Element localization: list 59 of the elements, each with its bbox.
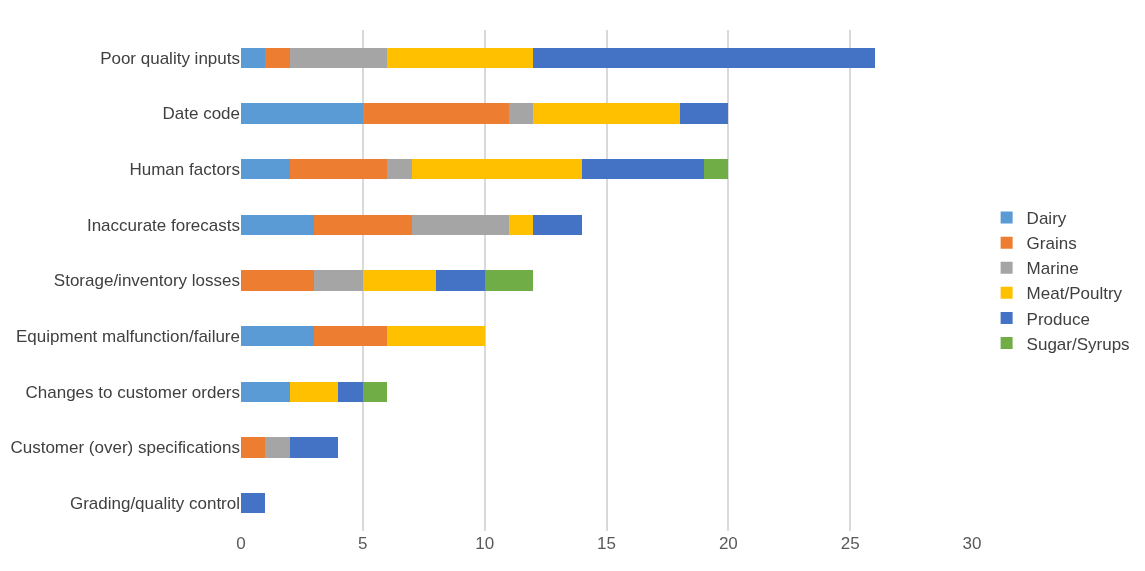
- bar: [533, 47, 875, 68]
- bar: [411, 159, 583, 180]
- bar: [387, 47, 534, 68]
- bar: [362, 103, 510, 124]
- legend-label: Grains: [1026, 234, 1077, 254]
- bar: [509, 214, 534, 235]
- bar: [338, 381, 363, 402]
- bar: [533, 214, 583, 235]
- bar: [241, 214, 315, 235]
- bar: [289, 381, 339, 402]
- bar: [241, 270, 315, 291]
- bar: [314, 214, 412, 235]
- y-tick-label: Date code: [162, 104, 240, 124]
- y-tick-label: Human factors: [129, 160, 240, 180]
- bar: [582, 159, 704, 180]
- x-tick-label: 25: [840, 534, 860, 553]
- y-tick-label: Changes to customer orders: [25, 382, 240, 402]
- bar: [362, 270, 436, 291]
- x-tick-label: 15: [597, 534, 616, 553]
- legend-label: Marine: [1026, 259, 1079, 279]
- bar: [387, 326, 485, 347]
- x-tick-label: 10: [475, 534, 495, 553]
- bar: [241, 381, 290, 402]
- bar: [484, 270, 534, 291]
- y-tick-label: Equipment malfunction/failure: [16, 327, 240, 347]
- y-tick-label: Poor quality inputs: [100, 48, 240, 68]
- bar: [435, 270, 485, 291]
- bar: [509, 103, 534, 124]
- bar: [241, 47, 266, 68]
- bar: [241, 493, 266, 514]
- bar: [703, 159, 729, 180]
- x-tick-label: 20: [718, 534, 738, 553]
- bar: [241, 326, 315, 347]
- bar: [289, 47, 388, 68]
- bar: [265, 437, 290, 458]
- bar: [241, 103, 363, 124]
- y-tick-label: Grading/quality control: [69, 494, 240, 514]
- legend-label: Produce: [1026, 309, 1090, 329]
- bar: [679, 103, 729, 124]
- legend-label: Meat/Poultry: [1026, 284, 1123, 304]
- bar: [241, 159, 290, 180]
- bar: [289, 159, 388, 180]
- x-tick-label: 0: [236, 534, 246, 553]
- bar: [314, 270, 363, 291]
- bar: [533, 103, 680, 124]
- bar: [314, 326, 388, 347]
- bar: [411, 214, 510, 235]
- bar: [362, 381, 388, 402]
- y-tick-label: Inaccurate forecasts: [86, 215, 240, 235]
- bar: [289, 437, 339, 458]
- x-tick-label: 30: [962, 534, 982, 553]
- bar: [387, 159, 412, 180]
- legend-label: Sugar/Syrups: [1026, 334, 1130, 354]
- y-tick-label: Customer (over) specifications: [10, 438, 240, 458]
- bar: [241, 437, 266, 458]
- y-tick-label: Storage/inventory losses: [53, 271, 240, 291]
- x-tick-label: 5: [358, 534, 368, 553]
- bar: [265, 47, 290, 68]
- legend-label: Dairy: [1026, 209, 1067, 229]
